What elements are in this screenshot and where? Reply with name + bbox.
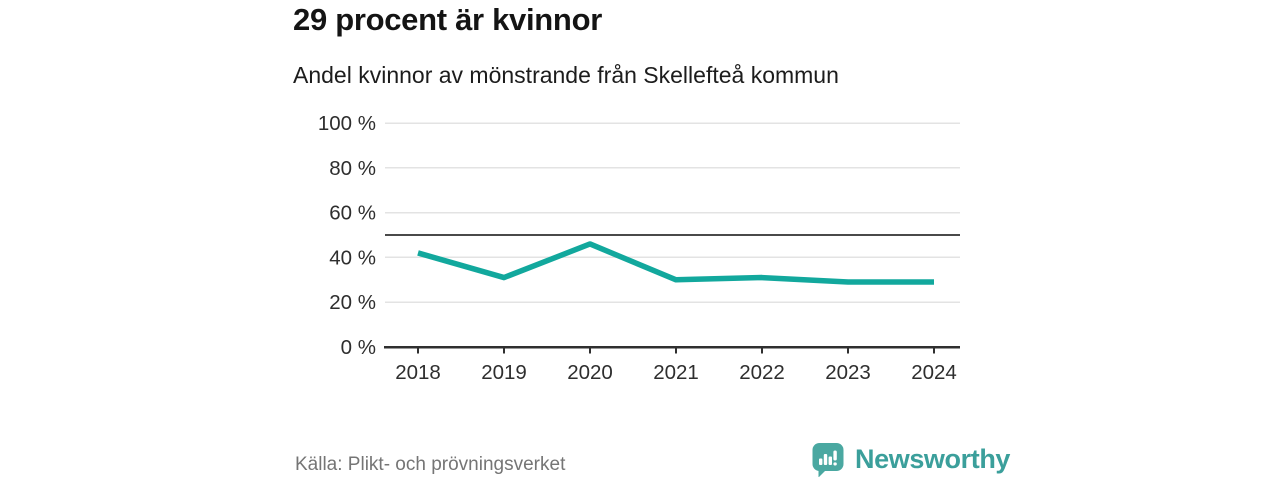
y-tick-label: 60 % (329, 202, 376, 225)
x-tick-label: 2020 (567, 361, 613, 384)
trend-line (417, 241, 934, 285)
x-tick-label: 2019 (481, 361, 527, 384)
y-tick-label: 100 % (318, 112, 376, 135)
x-tick-label: 2023 (825, 361, 871, 384)
chart-subtitle: Andel kvinnor av mönstrande från Skellef… (293, 62, 839, 88)
y-tick-label: 0 % (341, 336, 376, 359)
x-tick-label: 2021 (653, 361, 699, 384)
newsworthy-bubble-chart-icon (812, 443, 844, 477)
x-tick-label: 2018 (395, 361, 441, 384)
y-tick-label: 40 % (329, 246, 376, 269)
x-tick-label: 2024 (911, 361, 957, 384)
source-attribution: Källa: Plikt- och prövningsverket (295, 454, 566, 475)
newsworthy-logo: Newsworthy (810, 441, 1010, 477)
newsworthy-wordmark: Newsworthy (855, 443, 1011, 474)
page-title: 29 procent är kvinnor (293, 2, 602, 37)
x-tick-label: 2022 (739, 361, 785, 384)
y-tick-label: 80 % (329, 157, 376, 180)
y-tick-label: 20 % (329, 291, 376, 314)
